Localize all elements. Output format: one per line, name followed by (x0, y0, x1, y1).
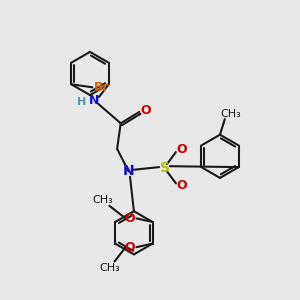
Text: O: O (124, 241, 135, 254)
Text: CH₃: CH₃ (99, 262, 120, 273)
Text: O: O (141, 104, 151, 117)
Text: O: O (124, 212, 135, 225)
Text: S: S (160, 161, 170, 175)
Text: Br: Br (94, 81, 110, 94)
Text: O: O (177, 179, 187, 192)
Text: N: N (88, 94, 99, 107)
Text: CH₃: CH₃ (220, 109, 241, 119)
Text: H: H (77, 97, 86, 107)
Text: O: O (177, 143, 187, 156)
Text: CH₃: CH₃ (92, 195, 113, 206)
Text: N: N (123, 164, 134, 178)
